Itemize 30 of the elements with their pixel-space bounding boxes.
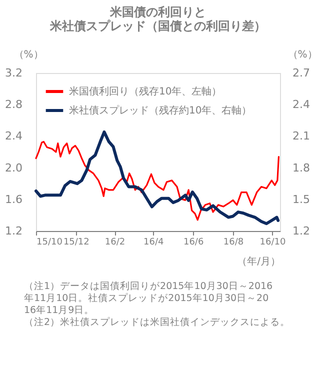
x-tick-label: 16/6: [183, 238, 204, 248]
x-tick-label: 16/2: [104, 238, 126, 248]
y-tick-label: 1.6: [5, 192, 22, 206]
y2-axis-title: （%）: [288, 50, 318, 60]
y2-tick-label: 1.2: [292, 224, 310, 238]
legend-label: 米社債スプレッド（残存約10年、右軸）: [69, 104, 252, 116]
text: 米国債の利回りと: [110, 5, 206, 19]
y2-tick-label: 2.1: [292, 130, 310, 143]
x-tick-label: 15/12: [63, 238, 90, 248]
y2-tick-label: 2.7: [292, 66, 310, 80]
y-tick-label: 1.2: [5, 224, 22, 238]
y-tick-label: 2.4: [5, 130, 22, 143]
line-series: [35, 140, 280, 221]
x-tick-label: 15/10: [36, 238, 63, 248]
text: （注2）米社債スプレッドは米国社債インデックスによる。: [24, 316, 290, 328]
text: （注1）データは国債利回りが2015年10月30日～2016年11月10日。社債スプレッドが2015年10月30日～2016年11月9日。: [24, 280, 273, 316]
legend-label: 米国債利回り（残存10年、左軸）: [69, 86, 222, 98]
y-axis-title: （%）: [14, 50, 44, 60]
text: 米社債スプレッド（国債との利回り差）: [50, 19, 266, 33]
y2-tick-label: 1.5: [292, 192, 310, 206]
y-tick-label: 3.2: [5, 66, 22, 80]
y-tick-label: 2.8: [5, 98, 22, 112]
y2-tick-label: 1.8: [292, 161, 310, 174]
x-tick-label: 16/4: [144, 238, 164, 248]
x-tick-label: 16/10: [260, 238, 286, 248]
line-series: [34, 130, 280, 226]
x-tick-label: 16/8: [223, 238, 244, 248]
y2-tick-label: 2.4: [292, 98, 310, 112]
x-axis-title: （年/月）: [237, 256, 280, 268]
y-tick-label: 2.0: [5, 161, 22, 174]
